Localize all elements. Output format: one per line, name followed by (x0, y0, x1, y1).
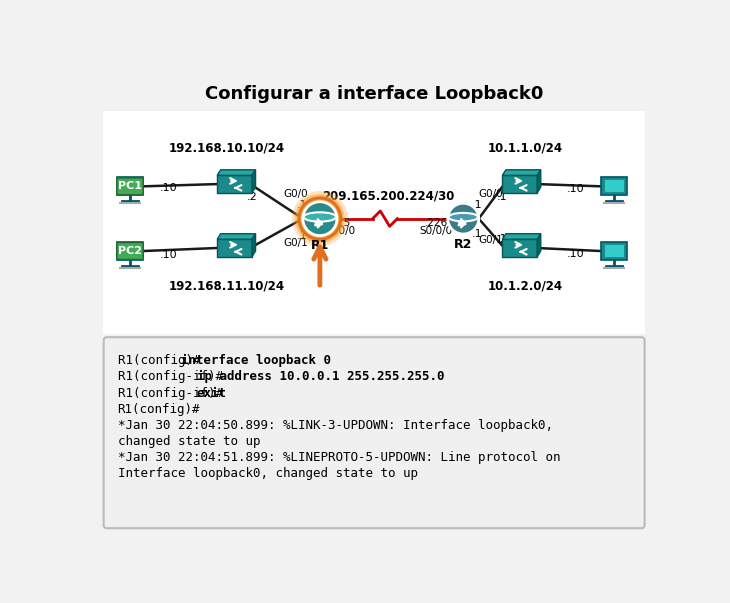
Text: 192.168.10.10/24: 192.168.10.10/24 (169, 141, 285, 154)
Text: .10: .10 (160, 250, 177, 260)
Text: Configurar a interface Loopback0: Configurar a interface Loopback0 (205, 85, 543, 103)
Text: R2: R2 (454, 238, 472, 251)
Text: G0/0: G0/0 (283, 189, 308, 199)
FancyBboxPatch shape (103, 111, 645, 334)
Text: R1: R1 (311, 239, 329, 253)
Text: exit: exit (196, 387, 226, 400)
Text: S0/0/0: S0/0/0 (323, 226, 356, 236)
Polygon shape (605, 180, 623, 192)
Polygon shape (252, 234, 256, 257)
Text: .10: .10 (566, 185, 585, 194)
Text: 209.165.200.224/30: 209.165.200.224/30 (322, 189, 454, 202)
Polygon shape (502, 239, 537, 257)
Text: .10: .10 (566, 249, 585, 259)
Circle shape (303, 202, 337, 236)
Text: .225: .225 (328, 218, 351, 229)
FancyBboxPatch shape (117, 242, 143, 259)
Text: .1: .1 (496, 192, 507, 202)
Text: PC2: PC2 (118, 246, 142, 256)
Text: .226: .226 (425, 218, 447, 229)
Text: R1(config)#: R1(config)# (118, 354, 207, 367)
Polygon shape (602, 177, 628, 195)
Text: R1(config-if)#: R1(config-if)# (118, 370, 230, 384)
Text: .10: .10 (160, 183, 177, 193)
Text: *Jan 30 22:04:51.899: %LINEPROTO-5-UPDOWN: Line protocol on: *Jan 30 22:04:51.899: %LINEPROTO-5-UPDOW… (118, 451, 560, 464)
Circle shape (295, 194, 345, 243)
Polygon shape (121, 245, 139, 257)
Text: R1(config)#: R1(config)# (118, 403, 200, 415)
Text: changed state to up: changed state to up (118, 435, 260, 448)
Text: *Jan 30 22:04:50.899: %LINK-3-UPDOWN: Interface loopback0,: *Jan 30 22:04:50.899: %LINK-3-UPDOWN: In… (118, 419, 553, 432)
Text: 10.1.2.0/24: 10.1.2.0/24 (488, 280, 563, 293)
Polygon shape (502, 175, 537, 193)
Polygon shape (537, 234, 541, 257)
Text: S0/0/0: S0/0/0 (420, 226, 453, 236)
Text: .1: .1 (496, 234, 507, 244)
Polygon shape (117, 242, 143, 260)
Text: interface loopback 0: interface loopback 0 (181, 354, 331, 367)
Circle shape (447, 203, 479, 234)
Polygon shape (218, 239, 252, 257)
Polygon shape (218, 175, 252, 193)
Text: G0/1: G0/1 (283, 238, 308, 248)
Polygon shape (605, 245, 623, 257)
Text: Interface loopback0, changed state to up: Interface loopback0, changed state to up (118, 467, 418, 481)
Polygon shape (117, 177, 143, 195)
Text: PC1: PC1 (118, 182, 142, 191)
Polygon shape (252, 170, 256, 193)
FancyBboxPatch shape (117, 178, 143, 195)
Ellipse shape (448, 213, 478, 221)
Polygon shape (218, 234, 256, 239)
Polygon shape (602, 242, 628, 260)
FancyBboxPatch shape (104, 337, 645, 528)
Text: 10.1.1.0/24: 10.1.1.0/24 (488, 141, 563, 154)
Ellipse shape (304, 212, 336, 222)
Polygon shape (502, 170, 541, 175)
Text: G0/1: G0/1 (479, 235, 504, 245)
Polygon shape (218, 170, 256, 175)
Polygon shape (121, 180, 139, 192)
Text: .1: .1 (296, 230, 307, 241)
Text: .2: .2 (246, 235, 257, 245)
Circle shape (297, 197, 342, 241)
Text: R1(config-if)#: R1(config-if)# (118, 387, 230, 400)
Text: .1: .1 (472, 229, 483, 239)
Text: .1: .1 (296, 200, 307, 210)
Text: 192.168.11.10/24: 192.168.11.10/24 (169, 280, 285, 293)
Text: .1: .1 (472, 200, 483, 210)
Text: ip address 10.0.0.1 255.255.255.0: ip address 10.0.0.1 255.255.255.0 (196, 370, 444, 384)
Polygon shape (537, 170, 541, 193)
Circle shape (299, 198, 341, 239)
Circle shape (292, 191, 347, 247)
Polygon shape (502, 234, 541, 239)
Text: G0/0: G0/0 (479, 189, 504, 199)
Text: .2: .2 (246, 192, 257, 202)
